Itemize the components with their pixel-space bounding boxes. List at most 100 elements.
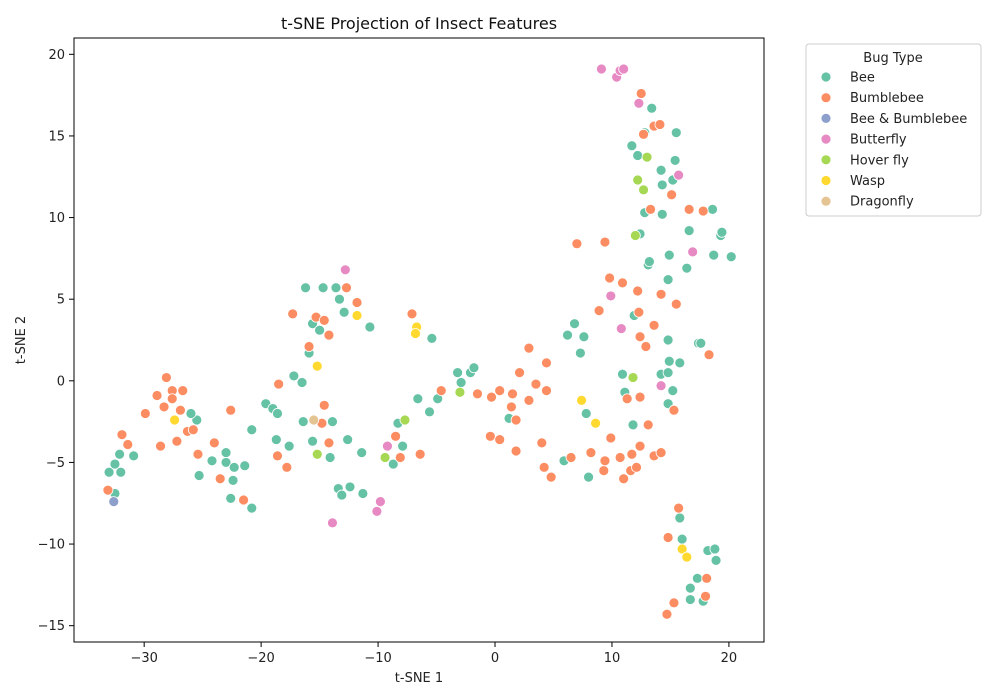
data-point (632, 285, 644, 297)
data-point (541, 357, 552, 369)
data-point (716, 226, 728, 238)
data-point (356, 447, 368, 459)
legend-label: Dragonfly (850, 195, 914, 210)
chart-title: t-SNE Projection of Insect Features (281, 14, 557, 33)
data-point (390, 430, 402, 442)
data-point (424, 406, 435, 418)
data-point (177, 385, 189, 397)
data-point (426, 332, 438, 344)
data-point (655, 164, 667, 176)
data-point (341, 282, 352, 294)
data-point (633, 306, 645, 318)
data-point (227, 474, 239, 486)
data-point (283, 440, 295, 452)
data-point (536, 437, 548, 449)
data-point (673, 502, 685, 514)
data-point (323, 329, 335, 341)
data-point (634, 440, 646, 452)
data-point (683, 225, 695, 237)
data-point (626, 140, 638, 152)
data-point (530, 378, 542, 390)
data-point (633, 97, 645, 109)
data-point (618, 473, 630, 485)
data-point (656, 208, 668, 220)
data-point (687, 246, 699, 258)
data-point (578, 331, 590, 343)
data-point (327, 416, 338, 428)
legend-label: Bumblebee (850, 91, 924, 106)
data-point (697, 205, 709, 217)
data-point (334, 293, 345, 305)
data-point (314, 324, 325, 336)
scatter-points (102, 63, 737, 620)
data-point (505, 401, 517, 413)
data-point (468, 362, 480, 374)
data-point (565, 452, 577, 463)
data-point (507, 388, 518, 400)
data-point (634, 331, 646, 343)
data-point (238, 494, 249, 506)
data-point (193, 470, 205, 481)
data-point (225, 404, 237, 416)
data-point (330, 282, 342, 294)
data-point (311, 360, 323, 372)
data-point (691, 572, 703, 584)
data-point (662, 274, 674, 286)
x-tick-label: −10 (364, 651, 391, 666)
data-point (155, 440, 166, 452)
data-point (206, 455, 218, 467)
data-point (327, 517, 338, 529)
data-point (308, 414, 320, 426)
x-tick-label: −20 (247, 651, 274, 666)
data-point (576, 394, 587, 406)
data-point (667, 385, 679, 397)
data-point (545, 471, 557, 483)
data-point (109, 458, 121, 470)
legend-label: Butterfly (850, 133, 907, 148)
data-point (364, 321, 376, 333)
x-tick-label: −30 (130, 651, 157, 666)
legend-title: Bug Type (863, 51, 922, 66)
data-point (621, 393, 633, 405)
data-point (674, 512, 686, 524)
data-point (541, 385, 552, 397)
legend-box (805, 43, 982, 217)
data-point (116, 429, 128, 441)
data-point (703, 349, 715, 361)
data-point (108, 496, 120, 508)
data-point (663, 355, 675, 367)
data-point (185, 408, 197, 419)
data-point (303, 341, 315, 352)
data-point (510, 414, 522, 426)
data-point (270, 434, 282, 445)
y-tick-label: 0 (57, 374, 65, 389)
plot-frame (73, 37, 765, 643)
data-point (139, 408, 151, 419)
data-point (272, 408, 283, 419)
legend-marker (820, 154, 832, 166)
x-tick-label: 20 (721, 651, 738, 666)
data-point (666, 189, 678, 201)
data-point (661, 608, 673, 620)
data-point (225, 492, 237, 504)
data-point (288, 370, 300, 382)
data-point (399, 414, 411, 426)
data-point (387, 458, 399, 470)
data-point (455, 377, 467, 388)
data-point (654, 119, 666, 130)
data-point (160, 372, 172, 383)
y-tick-label: 20 (48, 48, 65, 63)
data-point (324, 452, 336, 463)
data-point (593, 305, 605, 317)
data-point (569, 318, 580, 330)
data-point (618, 63, 630, 75)
data-point (701, 572, 713, 584)
data-point (494, 385, 506, 397)
data-point (643, 256, 655, 268)
data-point (599, 236, 611, 248)
data-point (239, 460, 251, 472)
data-point (656, 179, 668, 191)
data-point (638, 128, 649, 140)
data-point (614, 452, 626, 463)
data-point (646, 102, 658, 114)
